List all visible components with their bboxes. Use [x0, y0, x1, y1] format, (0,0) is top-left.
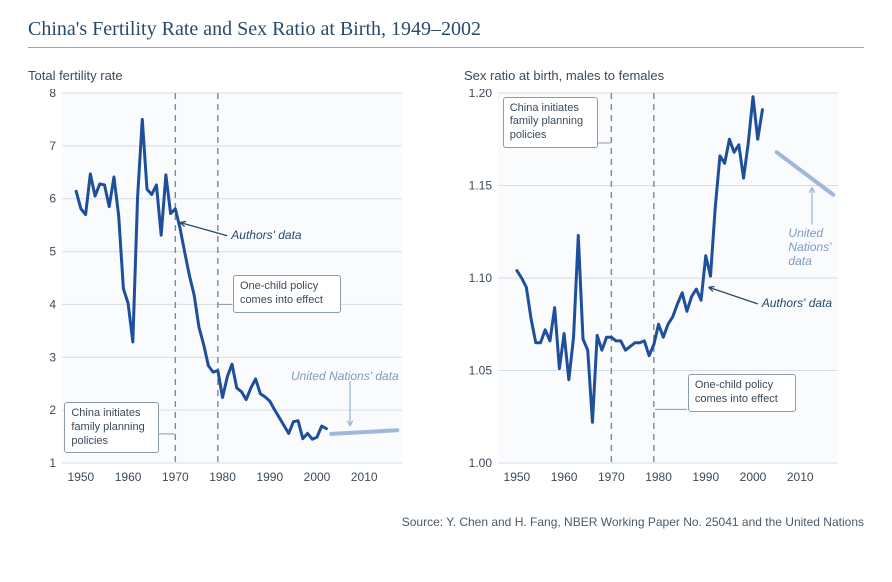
svg-text:2: 2	[49, 403, 56, 417]
svg-text:4: 4	[49, 297, 56, 311]
svg-text:1.00: 1.00	[469, 456, 493, 470]
page-title: China's Fertility Rate and Sex Ratio at …	[28, 18, 864, 41]
left-label-un-data: United Nations' data	[291, 369, 399, 383]
svg-text:1.20: 1.20	[469, 89, 493, 100]
right-chart-panel: Sex ratio at birth, males to females 1.0…	[464, 68, 864, 489]
svg-text:1990: 1990	[692, 470, 719, 484]
right-box-one-child-policy: One-child policy comes into effect	[688, 374, 796, 412]
title-rule	[28, 47, 864, 48]
right-svg: 1.00 1.05 1.10 1.15 1.20 1950 1960 1970 1980 1990…	[464, 89, 844, 489]
svg-text:1980: 1980	[209, 470, 236, 484]
svg-text:8: 8	[49, 89, 56, 100]
svg-text:1950: 1950	[504, 470, 531, 484]
svg-text:1.10: 1.10	[469, 271, 493, 285]
svg-text:1970: 1970	[162, 470, 189, 484]
right-label-authors-data: Authors' data	[762, 296, 832, 310]
svg-text:2010: 2010	[351, 470, 378, 484]
left-subtitle: Total fertility rate	[28, 68, 428, 83]
svg-text:1960: 1960	[551, 470, 578, 484]
svg-text:1990: 1990	[256, 470, 283, 484]
right-box-china-family-planning: China initiates family planning policies	[503, 97, 598, 148]
svg-text:3: 3	[49, 350, 56, 364]
svg-text:2010: 2010	[787, 470, 814, 484]
charts-row: Total fertility rate 1 2 3 4 5 6 7 8 1950 1960 197…	[28, 68, 864, 489]
svg-text:1980: 1980	[645, 470, 672, 484]
right-subtitle: Sex ratio at birth, males to females	[464, 68, 864, 83]
left-box-china-family-planning: China initiates family planning policies	[64, 402, 159, 453]
svg-text:2000: 2000	[304, 470, 331, 484]
right-label-un-data: United Nations' data	[788, 226, 844, 268]
svg-text:1950: 1950	[68, 470, 95, 484]
svg-text:5: 5	[49, 245, 56, 259]
left-plot: 1 2 3 4 5 6 7 8 1950 1960 1970 1980 1990 2000 2010 Chi…	[28, 89, 408, 489]
left-chart-panel: Total fertility rate 1 2 3 4 5 6 7 8 1950 1960 197…	[28, 68, 428, 489]
svg-text:1.05: 1.05	[469, 364, 493, 378]
svg-text:6: 6	[49, 192, 56, 206]
svg-text:1: 1	[49, 456, 56, 470]
chart-container: China's Fertility Rate and Sex Ratio at …	[0, 0, 892, 543]
source-text: Source: Y. Chen and H. Fang, NBER Workin…	[28, 515, 864, 529]
right-plot: 1.00 1.05 1.10 1.15 1.20 1950 1960 1970 1980 1990…	[464, 89, 844, 489]
left-label-authors-data: Authors' data	[231, 228, 301, 242]
svg-text:7: 7	[49, 139, 56, 153]
left-box-one-child-policy: One-child policy comes into effect	[233, 275, 341, 313]
svg-text:1.15: 1.15	[469, 179, 493, 193]
svg-text:1960: 1960	[115, 470, 142, 484]
svg-text:1970: 1970	[598, 470, 625, 484]
svg-text:2000: 2000	[740, 470, 767, 484]
